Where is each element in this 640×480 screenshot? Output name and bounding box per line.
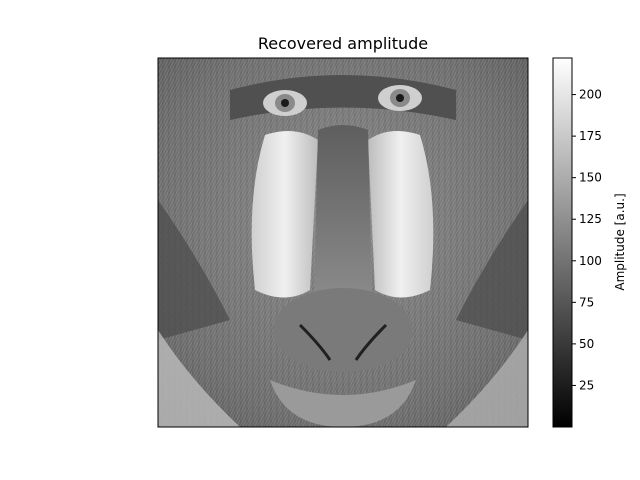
colorbar-tick-label: 25 — [579, 378, 594, 392]
colorbar-label: Amplitude [a.u.] — [613, 193, 627, 290]
colorbar-tick-label: 200 — [579, 88, 602, 102]
colorbar-ticks: 25 50 75 100 125 150 175 200 — [572, 88, 602, 392]
colorbar — [552, 57, 573, 428]
colorbar-tick-label: 150 — [579, 171, 602, 185]
image-frame — [157, 57, 529, 428]
colorbar-tick-label: 100 — [579, 254, 602, 268]
colorbar-tick-label: 50 — [579, 337, 594, 351]
colorbar-tick-label: 75 — [579, 295, 594, 309]
colorbar-tick-label: 125 — [579, 212, 602, 226]
colorbar-tick-label: 175 — [579, 129, 602, 143]
chart-title: Recovered amplitude — [258, 34, 428, 53]
amplitude-image — [158, 58, 528, 427]
